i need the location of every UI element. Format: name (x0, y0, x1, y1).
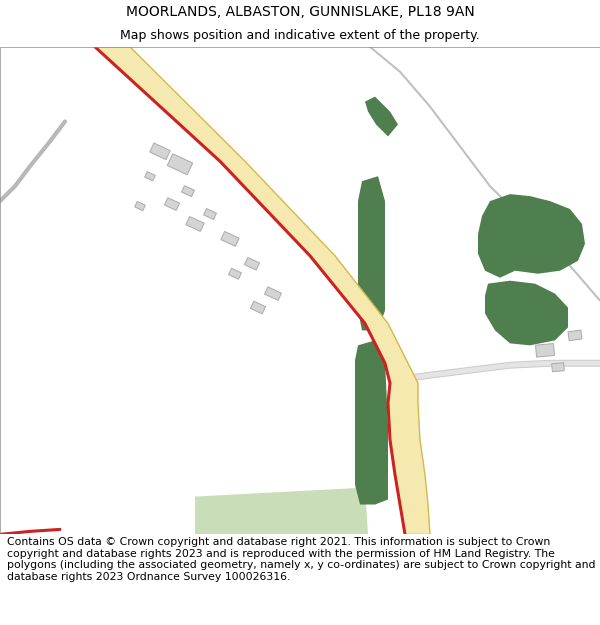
Polygon shape (221, 231, 239, 246)
Polygon shape (536, 344, 554, 357)
Polygon shape (186, 216, 204, 231)
Polygon shape (167, 154, 193, 175)
Polygon shape (551, 362, 565, 372)
Polygon shape (250, 301, 266, 314)
Text: Map shows position and indicative extent of the property.: Map shows position and indicative extent… (120, 29, 480, 42)
Polygon shape (150, 143, 170, 159)
Polygon shape (229, 268, 241, 279)
Polygon shape (265, 287, 281, 301)
Polygon shape (182, 186, 194, 197)
Polygon shape (355, 341, 388, 504)
Polygon shape (485, 281, 568, 346)
Polygon shape (145, 172, 155, 181)
Text: MOORLANDS, ALBASTON, GUNNISLAKE, PL18 9AN: MOORLANDS, ALBASTON, GUNNISLAKE, PL18 9A… (125, 5, 475, 19)
Polygon shape (478, 194, 585, 278)
Polygon shape (134, 201, 145, 211)
Polygon shape (365, 97, 398, 136)
Polygon shape (195, 488, 368, 534)
Polygon shape (568, 330, 582, 341)
Polygon shape (203, 209, 217, 219)
Polygon shape (358, 176, 385, 331)
Polygon shape (244, 258, 260, 270)
Polygon shape (164, 198, 179, 211)
Text: Contains OS data © Crown copyright and database right 2021. This information is : Contains OS data © Crown copyright and d… (7, 537, 596, 582)
Polygon shape (95, 47, 430, 534)
